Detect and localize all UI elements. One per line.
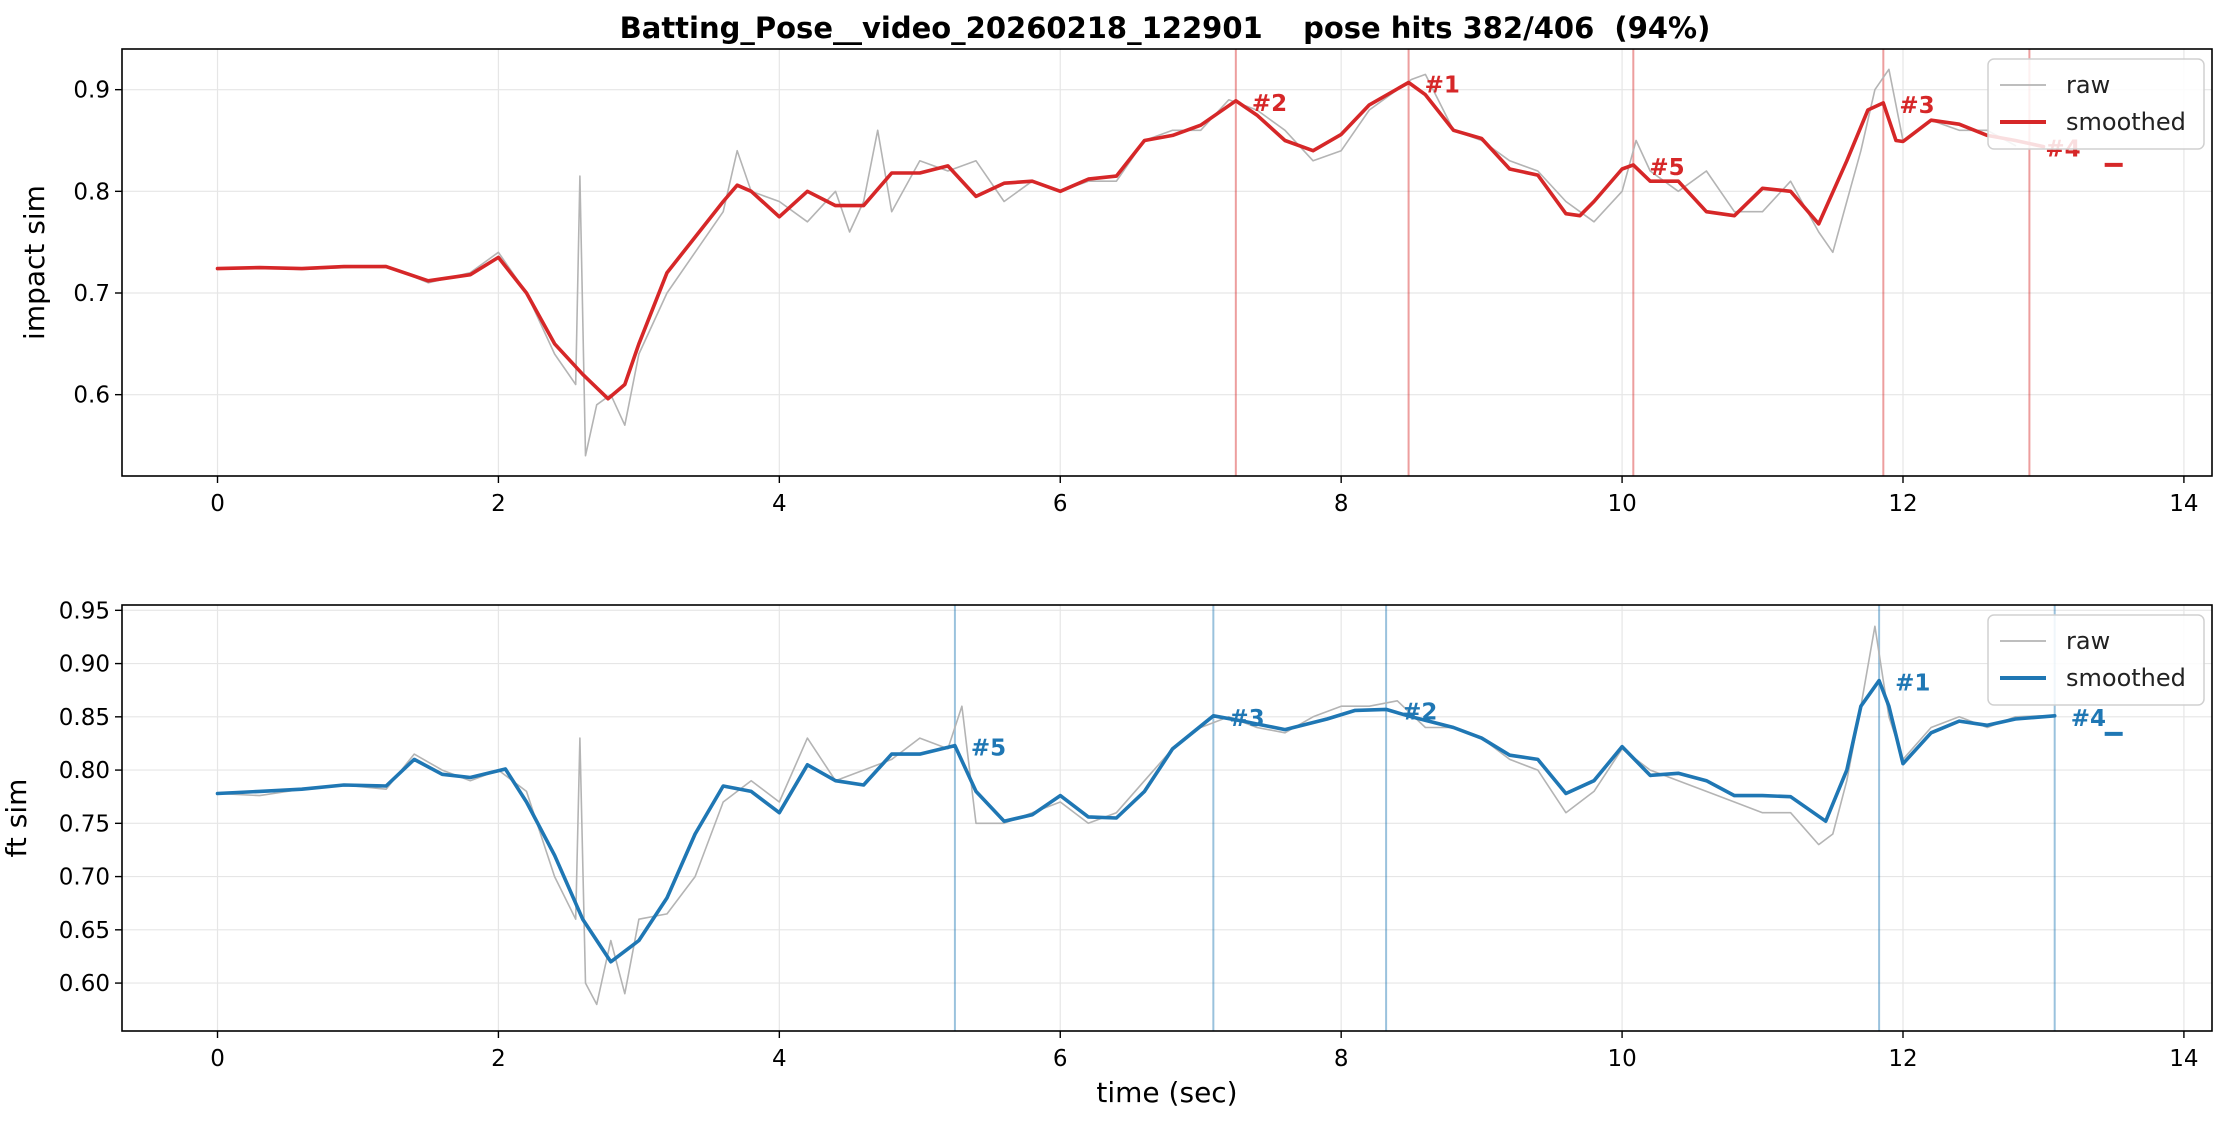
- impact-y-axis-label: impact sim: [18, 185, 51, 340]
- x-axis-label: time (sec): [1096, 1076, 1237, 1109]
- y-tick-label: 0.85: [59, 705, 110, 731]
- x-tick-label: 8: [1334, 491, 1349, 517]
- x-tick-label: 12: [1888, 1046, 1917, 1072]
- x-tick-label: 12: [1888, 491, 1917, 517]
- x-tick-label: 0: [210, 1046, 225, 1072]
- y-tick-label: 0.8: [73, 179, 110, 205]
- y-tick-label: 0.7: [73, 281, 110, 307]
- ft-plot-area: [215, 605, 2057, 1031]
- ft-axes-frame: [121, 604, 2213, 1032]
- y-tick-label: 0.70: [59, 865, 110, 891]
- y-tick-label: 0.60: [59, 971, 110, 997]
- peak-label: #3: [1229, 706, 1264, 732]
- x-tick-label: 4: [772, 491, 787, 517]
- ft-sim-panel: #5 #3 #2 #1 #4 0 2 4 6 8 10 12 14 0.60 0.65 0.70 0.75 0.8…: [0, 598, 2213, 1109]
- legend-box: [1987, 614, 2205, 706]
- peak-label: #1: [1895, 671, 1930, 697]
- legend-label-raw: raw: [2066, 71, 2110, 99]
- ft-y-axis-label: ft sim: [0, 779, 33, 858]
- x-tick-label: 10: [1607, 491, 1636, 517]
- y-tick-label: 0.75: [59, 811, 110, 837]
- ft-grid: [122, 605, 2212, 1031]
- impact-smoothed-line: [215, 80, 2046, 401]
- x-tick-label: 14: [2169, 491, 2198, 517]
- x-tick-label: 6: [1053, 1046, 1068, 1072]
- impact-sim-panel: #2#1#5#3#4024681012140.60.70.80.9impact …: [18, 48, 2213, 517]
- y-tick-label: 0.95: [59, 598, 110, 624]
- y-tick-label: 0.80: [59, 758, 110, 784]
- peak-label: #2: [1402, 699, 1437, 725]
- y-tick-label: 0.6: [73, 383, 110, 409]
- y-tick-label: 0.65: [59, 918, 110, 944]
- impact-grid: [122, 49, 2212, 476]
- x-tick-label: 14: [2169, 1046, 2198, 1072]
- ft-raw-line: [216, 625, 2045, 1006]
- x-tick-label: 0: [210, 491, 225, 517]
- peak-label: #2: [1252, 91, 1287, 117]
- ft-legend: raw smoothed: [1987, 614, 2205, 706]
- x-tick-label: 6: [1053, 491, 1068, 517]
- impact-axes-frame: [121, 48, 2213, 477]
- ft-smoothed-line: [215, 678, 2057, 964]
- legend-label-raw: raw: [2066, 627, 2110, 655]
- impact-plot-area: [215, 49, 2046, 476]
- x-tick-label: 2: [491, 1046, 506, 1072]
- peak-label: #1: [1425, 73, 1460, 99]
- y-tick-label: 0.9: [73, 78, 110, 104]
- legend-label-smoothed: smoothed: [2066, 664, 2186, 692]
- legend-box: [1987, 58, 2205, 150]
- peak-label: #3: [1899, 93, 1934, 119]
- peak-label: #5: [971, 736, 1006, 762]
- x-tick-label: 4: [772, 1046, 787, 1072]
- impact-legend: raw smoothed: [1987, 58, 2205, 150]
- y-tick-label: 0.90: [59, 652, 110, 678]
- x-tick-label: 10: [1607, 1046, 1636, 1072]
- peak-label: #5: [1649, 155, 1684, 181]
- legend-label-smoothed: smoothed: [2066, 108, 2186, 136]
- figure-title: Batting_Pose__video_20260218_122901 pose…: [620, 11, 1711, 45]
- x-tick-label: 8: [1334, 1046, 1349, 1072]
- peak-label: #4: [2071, 706, 2106, 732]
- x-tick-label: 2: [491, 491, 506, 517]
